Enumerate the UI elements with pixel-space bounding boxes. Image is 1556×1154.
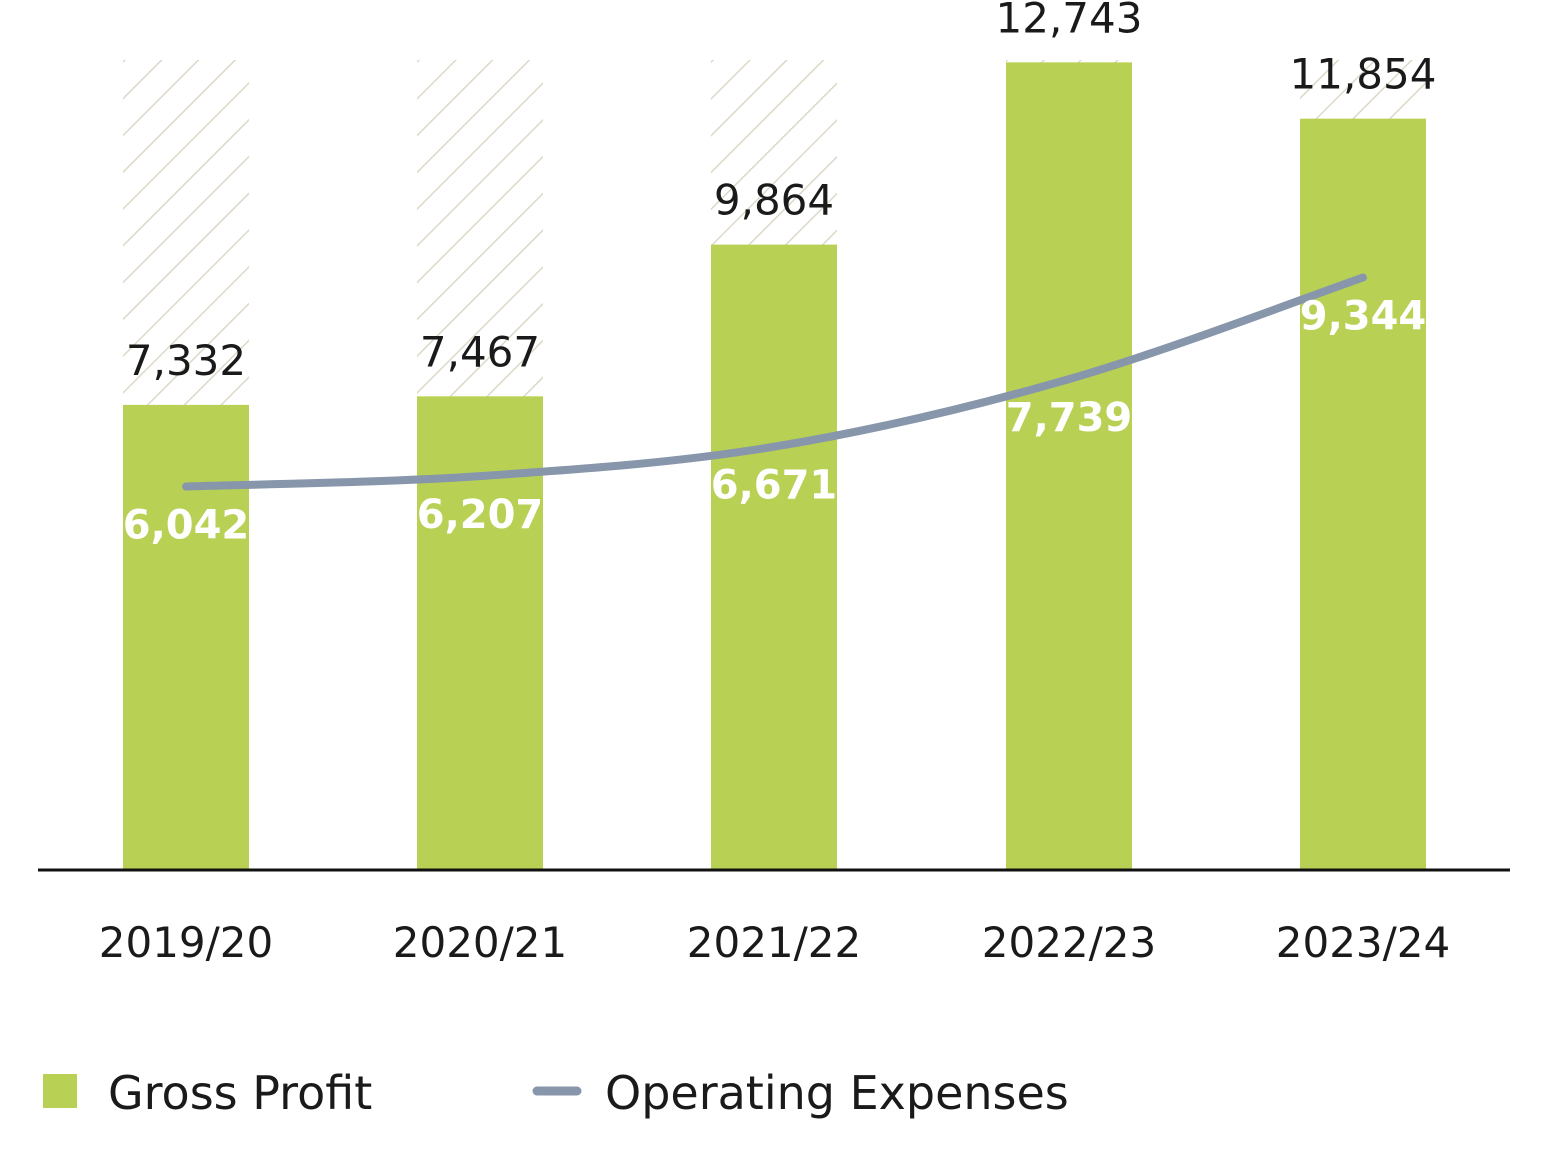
gross-profit-value-label: 12,743 bbox=[996, 0, 1143, 42]
x-tick-labels: 2019/20 2020/21 2021/22 2022/23 2023/24 bbox=[99, 918, 1450, 967]
legend: Gross Profit Operating Expenses bbox=[43, 1066, 1069, 1120]
x-tick-label: 2021/22 bbox=[687, 918, 861, 967]
gross-profit-value-label: 7,467 bbox=[420, 327, 540, 376]
legend-label-operating-expenses: Operating Expenses bbox=[605, 1066, 1069, 1120]
gross-profit-bar-2021/22 bbox=[711, 244, 837, 870]
gross-profit-value-label: 7,332 bbox=[126, 336, 246, 385]
x-tick-label: 2019/20 bbox=[99, 918, 273, 967]
legend-label-gross-profit: Gross Profit bbox=[108, 1066, 372, 1120]
gross-profit-labels: 7,332 7,467 9,864 12,743 11,854 bbox=[126, 0, 1437, 385]
gross-profit-bar-2023/24 bbox=[1300, 118, 1426, 870]
operating-expenses-line bbox=[182, 273, 1367, 491]
gross-profit-value-label: 11,854 bbox=[1290, 50, 1437, 99]
operating-expenses-value-label: 7,739 bbox=[1006, 395, 1133, 441]
gross-profit-bar-2019/20 bbox=[123, 404, 249, 869]
operating-expenses-labels: 6,042 6,207 6,671 7,739 9,344 bbox=[123, 294, 1427, 549]
x-tick-label: 2023/24 bbox=[1276, 918, 1450, 967]
operating-expenses-value-label: 9,344 bbox=[1300, 294, 1427, 340]
operating-expenses-value-label: 6,042 bbox=[123, 503, 250, 549]
gross-profit-bar-2020/21 bbox=[417, 396, 543, 869]
operating-expenses-value-label: 6,207 bbox=[417, 492, 544, 538]
gross-profit-bars bbox=[123, 62, 1426, 870]
x-tick-label: 2020/21 bbox=[393, 918, 567, 967]
gross-profit-value-label: 9,864 bbox=[714, 176, 834, 225]
x-tick-label: 2022/23 bbox=[982, 918, 1156, 967]
operating-expenses-value-label: 6,671 bbox=[711, 463, 838, 509]
gross-profit-bar-2022/23 bbox=[1006, 62, 1132, 869]
legend-swatch-gross-profit bbox=[43, 1074, 77, 1108]
